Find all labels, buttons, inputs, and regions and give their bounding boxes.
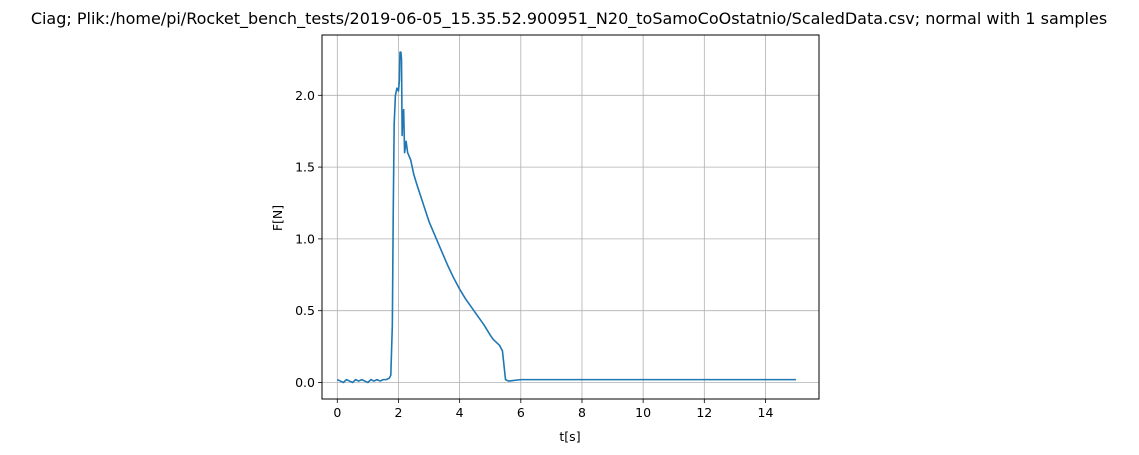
x-tick-label: 4 (456, 405, 464, 420)
x-tick-label: 12 (696, 405, 712, 420)
grid (322, 35, 819, 399)
x-tick-label: 2 (394, 405, 402, 420)
y-tick-label: 1.0 (295, 231, 315, 246)
x-tick-label: 14 (758, 405, 774, 420)
x-axis-label: t[s] (559, 429, 580, 444)
series-line (336, 51, 797, 384)
x-tick-label: 8 (578, 405, 586, 420)
x-tick-label: 6 (517, 405, 525, 420)
y-tick-label: 0.5 (295, 303, 315, 318)
y-ticks: 0.0 0.5 1.0 1.5 2.0 (295, 88, 322, 390)
plot-frame (321, 34, 820, 400)
y-axis-label: F[N] (270, 205, 285, 231)
y-tick-label: 0.0 (295, 375, 315, 390)
x-ticks: 0 2 4 6 8 10 12 14 (333, 399, 773, 420)
y-tick-label: 1.5 (295, 160, 315, 175)
x-tick-label: 0 (333, 405, 341, 420)
chart-title: Ciag; Plik:/home/pi/Rocket_bench_tests/2… (31, 9, 1107, 29)
plot-line (336, 51, 797, 384)
y-tick-label: 2.0 (295, 88, 315, 103)
x-tick-label: 10 (635, 405, 651, 420)
